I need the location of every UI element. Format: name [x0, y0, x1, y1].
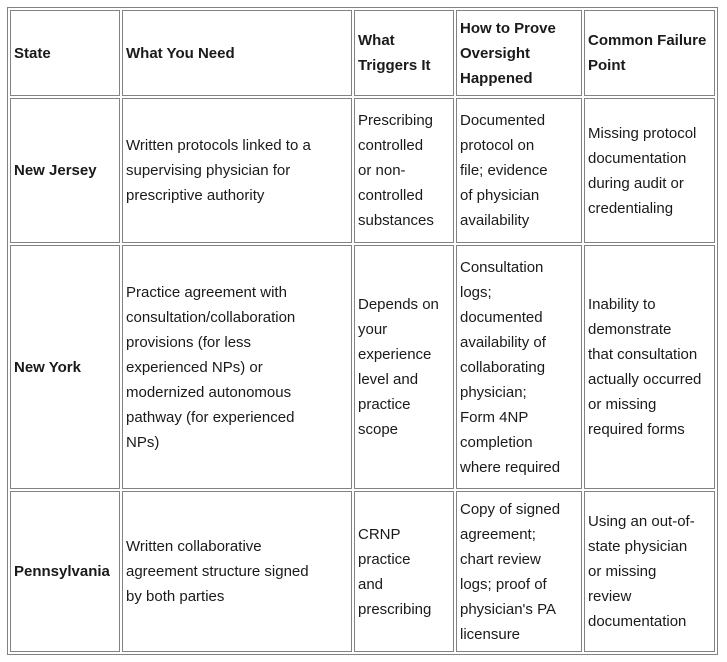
cell-pennsylvania-what-you-need: Written collaborative agreement structur… [122, 491, 352, 652]
column-header-what-you-need: What You Need [122, 10, 352, 96]
cell-new-york-what-you-need: Practice agreement with consultation/col… [122, 245, 352, 489]
column-header-state: State [10, 10, 120, 96]
cell-new-jersey-state: New Jersey [10, 98, 120, 243]
cell-pennsylvania-common-failure: Using an out-of- state physician or miss… [584, 491, 715, 652]
cell-new-york-what-triggers-it: Depends on your experience level and pra… [354, 245, 454, 489]
cell-new-jersey-what-triggers-it: Prescribing controlled or non- controlle… [354, 98, 454, 243]
column-header-common-failure: Common Failure Point [584, 10, 715, 96]
state-oversight-comparison-table: State What You Need What Triggers It How… [7, 7, 718, 655]
cell-new-jersey-common-failure: Missing protocol documentation during au… [584, 98, 715, 243]
cell-pennsylvania-how-to-prove: Copy of signed agreement; chart review l… [456, 491, 582, 652]
cell-new-york-how-to-prove: Consultation logs; documented availabili… [456, 245, 582, 489]
cell-new-york-state: New York [10, 245, 120, 489]
cell-new-jersey-what-you-need: Written protocols linked to a supervisin… [122, 98, 352, 243]
cell-pennsylvania-state: Pennsylvania [10, 491, 120, 652]
table-row-new-jersey: New Jersey Written protocols linked to a… [10, 98, 715, 243]
table-row-pennsylvania: Pennsylvania Written collaborative agree… [10, 491, 715, 652]
column-header-what-triggers-it: What Triggers It [354, 10, 454, 96]
cell-new-jersey-how-to-prove: Documented protocol on file; evidence of… [456, 98, 582, 243]
cell-pennsylvania-what-triggers-it: CRNP practice and prescribing [354, 491, 454, 652]
table-row-new-york: New York Practice agreement with consult… [10, 245, 715, 489]
header-row: State What You Need What Triggers It How… [10, 10, 715, 96]
column-header-how-to-prove: How to Prove Oversight Happened [456, 10, 582, 96]
cell-new-york-common-failure: Inability to demonstrate that consultati… [584, 245, 715, 489]
